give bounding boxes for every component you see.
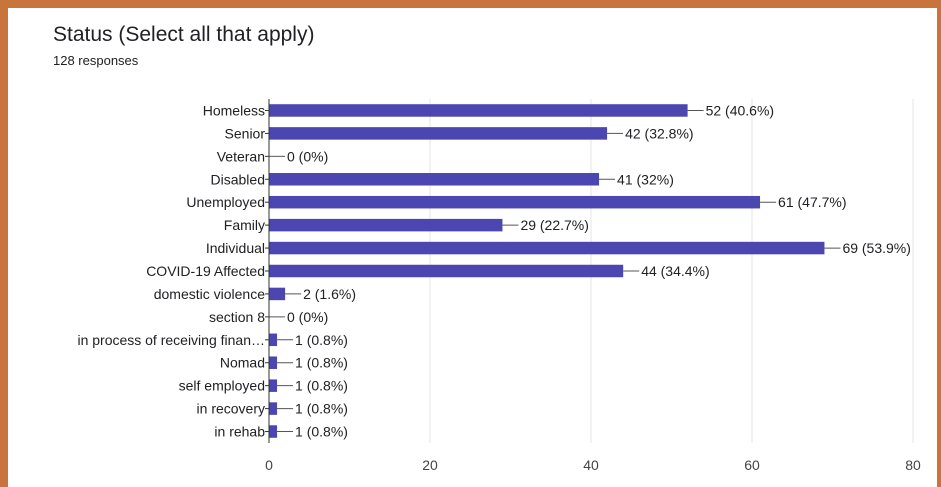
data-label: 61 (47.7%) — [778, 194, 846, 210]
bar — [269, 287, 286, 301]
category-label: Individual — [206, 240, 265, 256]
category-label: Disabled — [211, 171, 265, 187]
data-label: 42 (32.8%) — [625, 125, 693, 141]
bar — [269, 356, 278, 369]
bar — [269, 402, 278, 415]
x-tick-label: 0 — [265, 457, 273, 473]
data-label: 0 (0%) — [287, 309, 328, 325]
data-label: 2 (1.6%) — [303, 286, 356, 302]
chart-title: Status (Select all that apply) — [53, 23, 315, 46]
data-label: 52 (40.6%) — [706, 102, 774, 118]
category-label: Unemployed — [186, 194, 265, 210]
category-label: self employed — [179, 378, 265, 394]
bar — [269, 379, 278, 392]
bar — [269, 218, 503, 232]
x-tick-label: 80 — [905, 457, 921, 473]
category-label: Senior — [225, 125, 266, 141]
bar — [269, 264, 624, 278]
bar — [269, 425, 278, 438]
category-label: in process of receiving finan… — [77, 332, 265, 348]
category-label: Homeless — [203, 102, 265, 118]
category-label: Family — [224, 217, 265, 233]
response-count: 128 responses — [53, 53, 139, 68]
data-label: 41 (32%) — [617, 171, 674, 187]
x-tick-label: 20 — [422, 457, 438, 473]
bar — [269, 173, 600, 186]
x-tick-label: 40 — [583, 457, 599, 473]
data-label: 1 (0.8%) — [295, 355, 348, 371]
bar-chart: 0 20 40 60 80 Homeless 52 (40.6%) Senior 42 (32.… — [77, 99, 921, 473]
x-tick-label: 60 — [744, 457, 760, 473]
category-label: COVID-19 Affected — [146, 263, 265, 279]
data-label: 1 (0.8%) — [295, 378, 348, 394]
chart-card: Status (Select all that apply) 128 respo… — [8, 8, 937, 487]
data-label: 69 (53.9%) — [842, 240, 910, 256]
data-label: 1 (0.8%) — [295, 424, 348, 440]
bar — [269, 241, 825, 255]
bar — [269, 333, 278, 347]
data-label: 0 (0%) — [287, 148, 328, 164]
data-label: 44 (34.4%) — [641, 263, 709, 279]
category-label: Nomad — [220, 355, 265, 371]
category-label: domestic violence — [154, 286, 265, 302]
category-label: in rehab — [214, 424, 265, 440]
category-label: Veteran — [217, 148, 265, 164]
bar — [269, 127, 608, 140]
category-label: section 8 — [209, 309, 265, 325]
data-label: 29 (22.7%) — [520, 217, 588, 233]
data-label: 1 (0.8%) — [295, 401, 348, 417]
data-label: 1 (0.8%) — [295, 332, 348, 348]
category-label: in recovery — [197, 401, 265, 417]
bar — [269, 195, 761, 209]
bar — [269, 104, 688, 117]
